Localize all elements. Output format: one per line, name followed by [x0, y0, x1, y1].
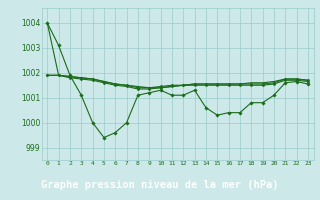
Text: Graphe pression niveau de la mer (hPa): Graphe pression niveau de la mer (hPa) [41, 179, 279, 190]
